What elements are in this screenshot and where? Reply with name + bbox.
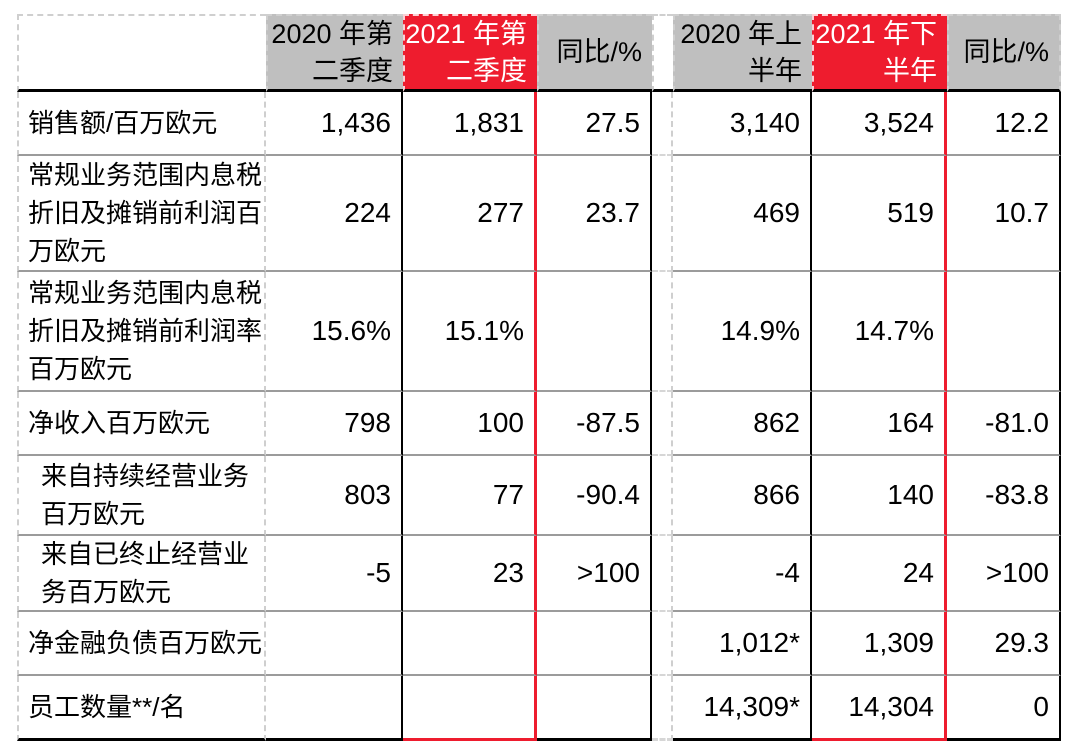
cell-employees-2020-h1: 14,309* (673, 676, 812, 741)
spacer-cell (652, 536, 673, 612)
cell-netincome-2020-q2: 798 (266, 392, 403, 456)
cell-contops-2021-q2: 77 (403, 456, 537, 536)
cell-netincome-yoy-h: -81.0 (947, 392, 1061, 456)
cell-employees-2020-q2 (266, 676, 403, 741)
cell-employees-yoy-h: 0 (947, 676, 1061, 741)
cell-sales-2020-h1: 3,140 (673, 92, 812, 156)
cell-ebitda-yoy-h: 10.7 (947, 156, 1061, 272)
cell-sales-2021-h2: 3,524 (812, 92, 947, 156)
spacer-cell (652, 92, 673, 156)
cell-employees-2021-q2 (403, 676, 537, 741)
spacer-cell (652, 272, 673, 392)
cell-contops-yoy-q: -90.4 (537, 456, 652, 536)
row-label-sales: 销售额/百万欧元 (17, 92, 266, 156)
header-2020-q2: 2020 年第 二季度 (266, 14, 403, 92)
cell-employees-2021-h2: 14,304 (812, 676, 947, 741)
header-2021-h2: 2021 年下 半年 (812, 14, 947, 92)
cell-ebitda-2020-h1: 469 (673, 156, 812, 272)
cell-netdebt-2020-q2 (266, 612, 403, 676)
cell-margin-2021-q2: 15.1% (403, 272, 537, 392)
cell-margin-2020-h1: 14.9% (673, 272, 812, 392)
cell-margin-2021-h2: 14.7% (812, 272, 947, 392)
row-label-employees: 员工数量**/名 (17, 676, 266, 741)
cell-discops-2020-h1: -4 (673, 536, 812, 612)
cell-sales-2021-q2: 1,831 (403, 92, 537, 156)
header-blank (17, 14, 266, 92)
header-yoy-quarter: 同比/% (537, 14, 652, 92)
cell-contops-yoy-h: -83.8 (947, 456, 1061, 536)
cell-netdebt-2021-h2: 1,309 (812, 612, 947, 676)
cell-discops-2021-h2: 24 (812, 536, 947, 612)
cell-netdebt-2020-h1: 1,012* (673, 612, 812, 676)
cell-discops-yoy-q: >100 (537, 536, 652, 612)
cell-netdebt-yoy-h: 29.3 (947, 612, 1061, 676)
header-2021-q2: 2021 年第 二季度 (403, 14, 537, 92)
cell-sales-2020-q2: 1,436 (266, 92, 403, 156)
spacer-cell (652, 392, 673, 456)
cell-netincome-2021-h2: 164 (812, 392, 947, 456)
financial-summary-table: 2020 年第 二季度 2021 年第 二季度 同比/% 2020 年上 半年 … (17, 14, 1061, 741)
header-2020-h1: 2020 年上 半年 (673, 14, 812, 92)
row-label-ebitda-margin: 常规业务范围内息税 折旧及摊销前利润率 百万欧元 (17, 272, 266, 392)
cell-netincome-2021-q2: 100 (403, 392, 537, 456)
spacer-cell (652, 156, 673, 272)
cell-netincome-2020-h1: 862 (673, 392, 812, 456)
cell-margin-yoy-h (947, 272, 1061, 392)
cell-sales-yoy-q: 27.5 (537, 92, 652, 156)
cell-ebitda-2020-q2: 224 (266, 156, 403, 272)
cell-employees-yoy-q (537, 676, 652, 741)
cell-ebitda-2021-q2: 277 (403, 156, 537, 272)
cell-ebitda-yoy-q: 23.7 (537, 156, 652, 272)
row-label-discontinued-ops: 来自已终止经营业 务百万欧元 (17, 536, 266, 612)
cell-discops-yoy-h: >100 (947, 536, 1061, 612)
row-label-continuing-ops: 来自持续经营业务 百万欧元 (17, 456, 266, 536)
cell-contops-2021-h2: 140 (812, 456, 947, 536)
cell-discops-2021-q2: 23 (403, 536, 537, 612)
cell-sales-yoy-h: 12.2 (947, 92, 1061, 156)
cell-netdebt-yoy-q (537, 612, 652, 676)
row-label-net-income: 净收入百万欧元 (17, 392, 266, 456)
cell-ebitda-2021-h2: 519 (812, 156, 947, 272)
cell-margin-yoy-q (537, 272, 652, 392)
header-yoy-half: 同比/% (947, 14, 1061, 92)
spacer-cell (652, 456, 673, 536)
cell-contops-2020-q2: 803 (266, 456, 403, 536)
cell-netdebt-2021-q2 (403, 612, 537, 676)
spacer-cell (652, 676, 673, 741)
cell-margin-2020-q2: 15.6% (266, 272, 403, 392)
spacer-cell (652, 612, 673, 676)
header-spacer (652, 14, 673, 92)
row-label-net-financial-debt: 净金融负债百万欧元 (17, 612, 266, 676)
cell-discops-2020-q2: -5 (266, 536, 403, 612)
cell-contops-2020-h1: 866 (673, 456, 812, 536)
row-label-ebitda: 常规业务范围内息税 折旧及摊销前利润百 万欧元 (17, 156, 266, 272)
cell-netincome-yoy-q: -87.5 (537, 392, 652, 456)
